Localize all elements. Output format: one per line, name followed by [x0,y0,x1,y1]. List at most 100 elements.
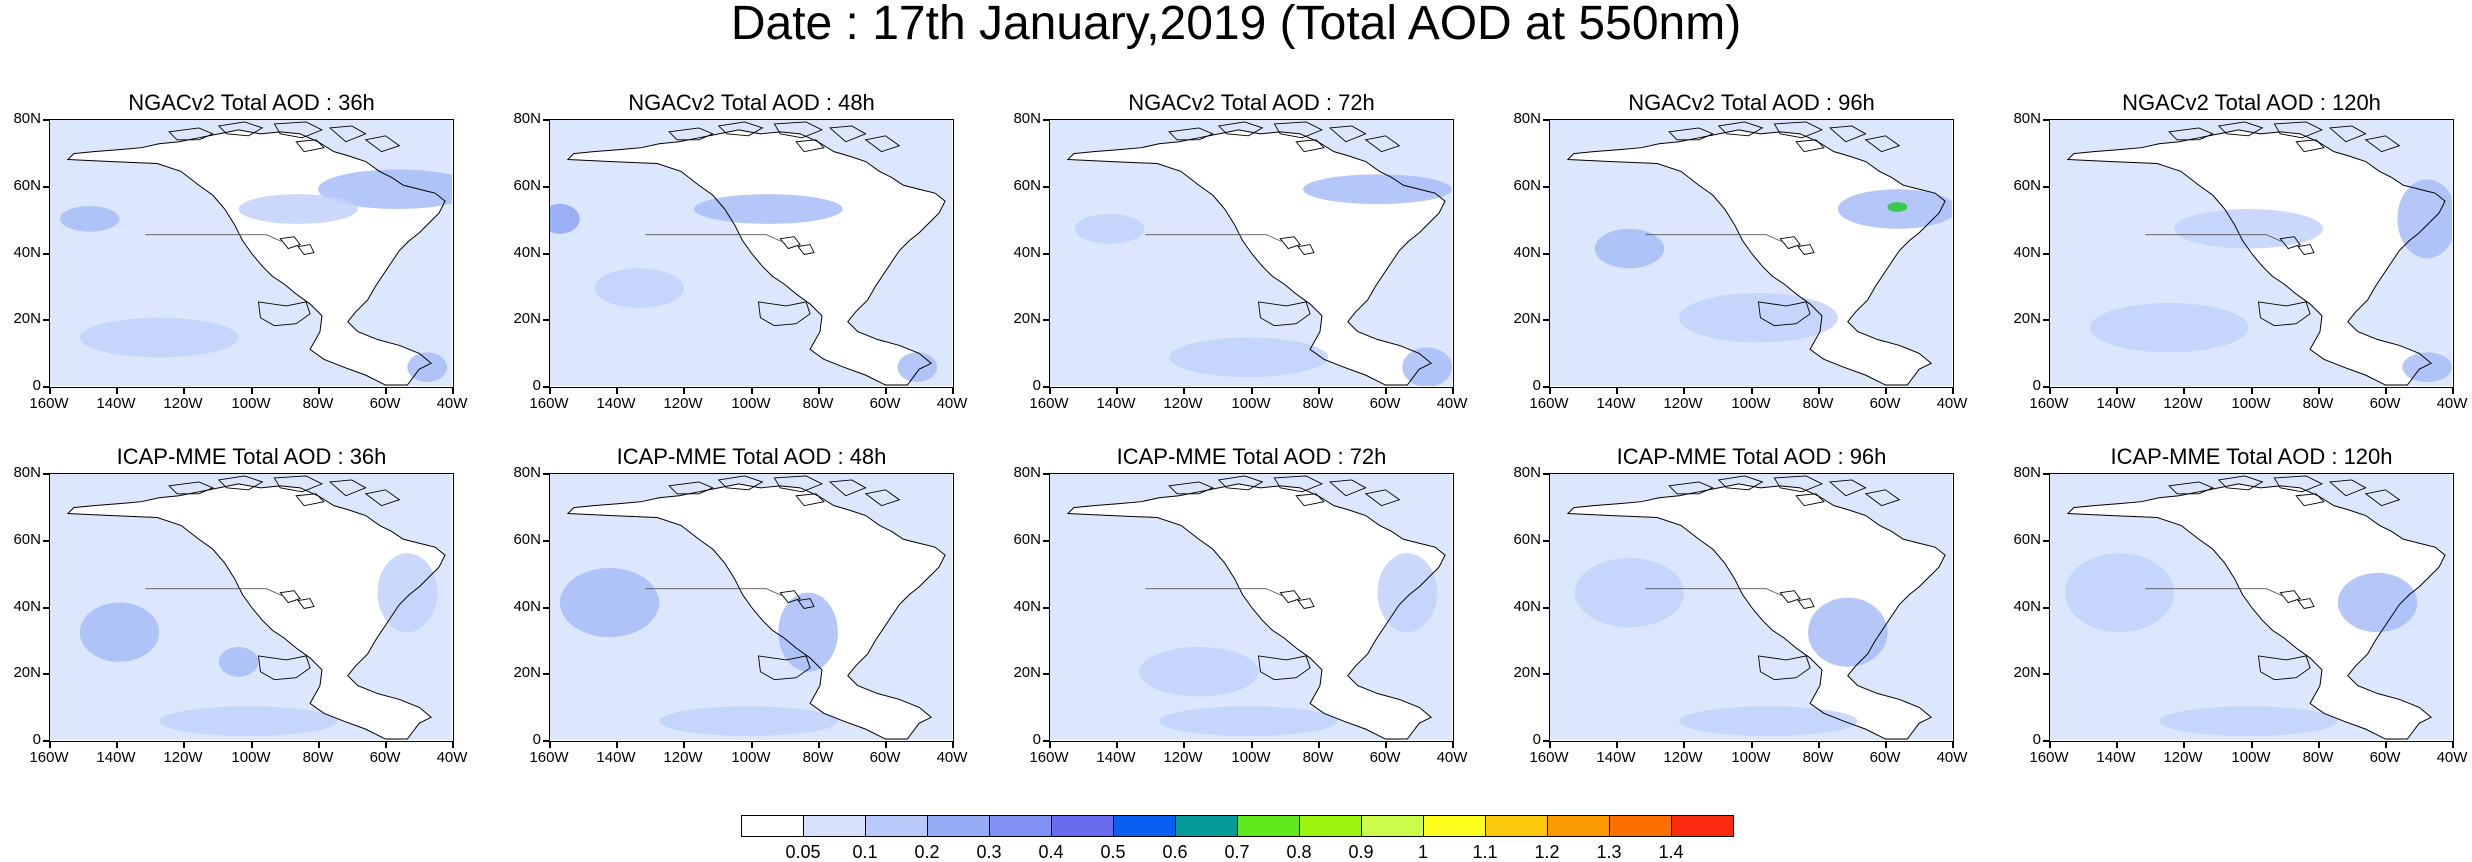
lat-tick [1543,386,1549,388]
national-border [1145,588,1285,597]
lon-tick [1549,742,1551,748]
island-outline [773,475,824,493]
lon-tick-label: 80W [2302,749,2334,766]
lon-tick [2183,742,2185,748]
lon-tick-label: 40W [1936,749,1968,766]
lon-tick [1116,388,1118,394]
lat-tick [2043,540,2049,542]
gulf-outline [1757,655,1811,681]
national-border [2145,588,2285,597]
lon-tick [1183,388,1185,394]
island-outline [2297,244,2315,255]
land-low-aod [1567,129,1946,386]
colorbar-swatch [1485,815,1548,837]
colorbar-label: 1 [1417,842,1428,862]
coastline [566,483,946,740]
lon-tick-label: 40W [436,395,468,412]
lon-tick [2116,742,2118,748]
island-outline [1168,127,1214,141]
panel-title: NGACv2 Total AOD : 72h [1128,90,1375,115]
island-outline [828,125,867,143]
national-border [145,234,285,243]
lat-tick-label: 40N [1513,598,1541,615]
aod-plume [79,602,160,662]
coastline [2066,129,2446,386]
island-outline [168,127,214,141]
lon-tick [49,742,51,748]
aod-plume [218,647,259,677]
lon-tick [1251,742,1253,748]
island-outline [1273,121,1324,139]
lon-tick [2049,388,2051,394]
lon-tick-label: 60W [1869,395,1901,412]
lon-tick-label: 100W [231,749,271,766]
lon-tick-label: 80W [1802,395,1834,412]
lon-tick [885,388,887,394]
aod-plume [159,706,338,737]
panel-title: NGACv2 Total AOD : 120h [2122,90,2381,115]
gulf-outline [2257,301,2311,327]
lon-tick [616,742,618,748]
island-outline [1217,475,1264,491]
lat-tick [2043,607,2049,609]
island-outline [2295,493,2325,507]
coastline [1066,129,1446,386]
lat-tick-label: 0 [532,731,541,748]
aod-plume [693,194,843,224]
island-outline [2217,121,2264,137]
national-border [1145,234,1285,243]
lon-tick-label: 120W [1663,749,1703,766]
aod-field [2050,120,2452,386]
island-outline [328,125,367,143]
aod-plume [1679,293,1838,343]
national-border [1645,588,1785,597]
lat-tick [1043,740,1049,742]
island-outline [217,475,264,491]
lon-tick-label: 80W [802,749,834,766]
aod-field [550,120,952,386]
lon-tick-label: 100W [231,395,271,412]
land-low-aod [2067,483,2446,740]
lat-tick-label: 80N [1013,464,1041,481]
lat-tick-label: 40N [513,598,541,615]
island-outline [2217,475,2264,491]
lon-tick-label: 120W [1663,395,1703,412]
lon-tick-label: 80W [1302,749,1334,766]
lat-tick [1043,253,1049,255]
island-outline [364,489,401,507]
lon-tick-label: 120W [663,395,703,412]
lon-tick [385,742,387,748]
lon-tick [452,388,454,394]
lon-tick-label: 60W [2369,749,2401,766]
lon-tick-label: 120W [663,749,703,766]
aod-plume [2402,352,2452,383]
national-border [1645,234,1785,243]
island-outline [1795,493,1825,507]
lon-tick-label: 140W [596,395,636,412]
lat-tick-label: 40N [13,244,41,261]
island-outline [168,481,214,495]
aod-plume [1679,706,1858,737]
lat-tick-label: 0 [32,377,41,394]
coastline [1066,483,1446,740]
island-outline [1779,590,1801,604]
lon-tick [1616,742,1618,748]
lon-tick-label: 100W [1731,749,1771,766]
lat-tick-label: 20N [1513,310,1541,327]
aod-plume [2089,302,2249,353]
lon-tick [751,388,753,394]
lon-tick-label: 160W [529,395,569,412]
colorbar-label: 0.4 [1038,842,1064,862]
lon-tick-label: 120W [1163,395,1203,412]
lat-tick [2043,386,2049,388]
island-outline [1668,127,1714,141]
lon-tick-label: 40W [936,395,968,412]
panel-title: NGACv2 Total AOD : 36h [128,90,375,115]
island-outline [795,139,825,153]
coastline [2066,483,2446,740]
lat-tick [1043,473,1049,475]
panel-title: NGACv2 Total AOD : 48h [628,90,875,115]
island-outline [1828,479,1867,497]
land-low-aod [2067,129,2446,386]
lon-tick [683,388,685,394]
